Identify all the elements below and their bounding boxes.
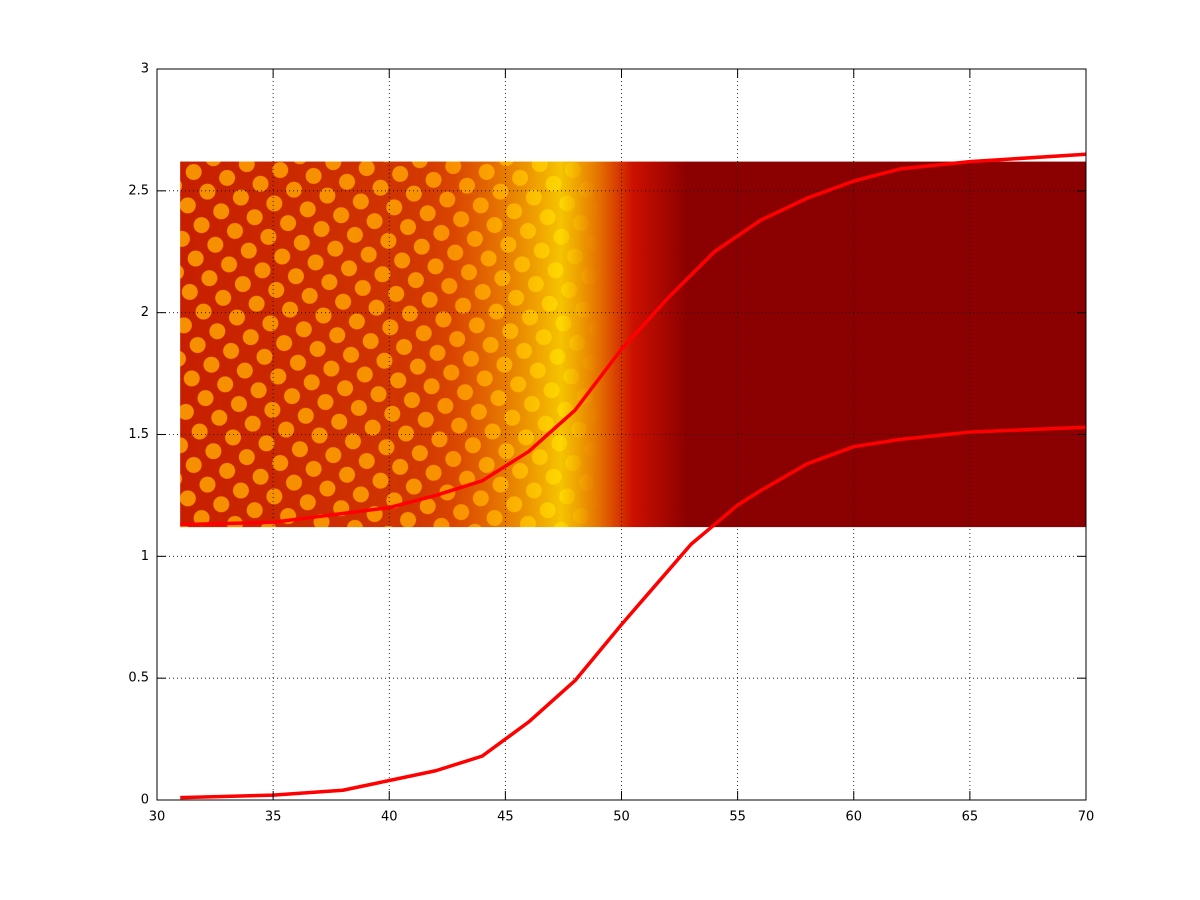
x-tick-label: 55	[729, 810, 746, 825]
x-tick-label: 45	[497, 810, 514, 825]
x-tick-label: 70	[1078, 810, 1095, 825]
y-tick-label: 1	[141, 549, 149, 564]
x-tick-label: 60	[845, 810, 862, 825]
x-tick-label: 50	[613, 810, 630, 825]
x-tick-label: 65	[962, 810, 979, 825]
y-tick-label: 3	[141, 62, 149, 77]
y-tick-label: 2.5	[128, 183, 149, 198]
line	[180, 152, 1087, 527]
heatmap-pattern	[180, 161, 1087, 528]
x-tick-label: 30	[149, 810, 166, 825]
x-tick-label: 35	[265, 810, 282, 825]
y-tick-label: 1.5	[128, 427, 149, 442]
y-tick-label: 0.5	[128, 671, 149, 686]
y-tick-label: 2	[141, 305, 149, 320]
x-tick-label: 40	[381, 810, 398, 825]
line	[180, 425, 1087, 800]
y-tick-label: 0	[141, 793, 149, 808]
